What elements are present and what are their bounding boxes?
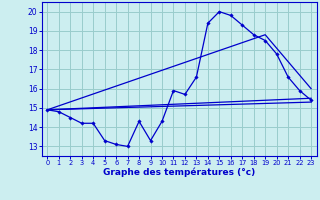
X-axis label: Graphe des températures (°c): Graphe des températures (°c) bbox=[103, 168, 255, 177]
